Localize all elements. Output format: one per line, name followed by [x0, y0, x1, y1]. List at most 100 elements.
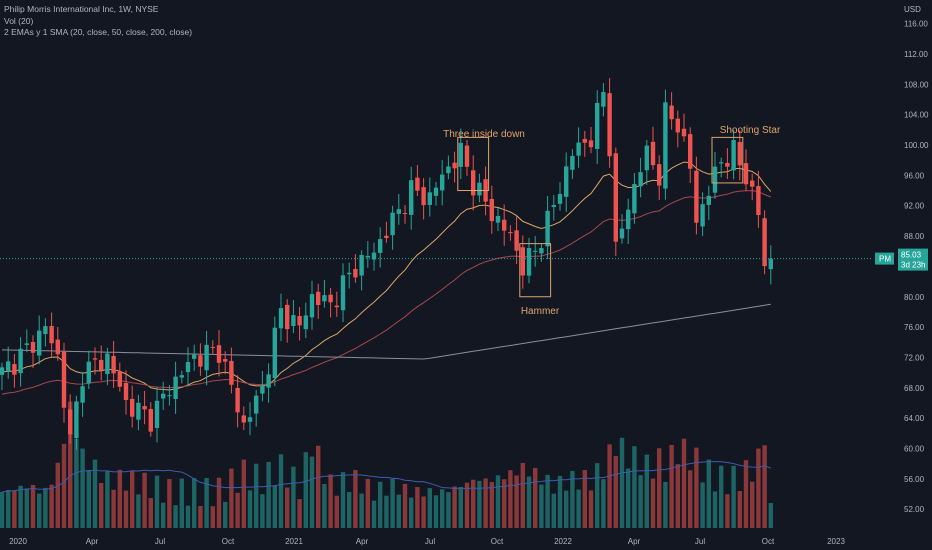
candle-body: [99, 359, 104, 371]
volume-bar: [601, 479, 606, 528]
candle-body: [371, 252, 377, 260]
candle-body: [588, 140, 594, 148]
candle-body: [148, 408, 153, 432]
volume-bar: [644, 454, 649, 528]
volume-bar: [681, 438, 687, 528]
volume-bar: [483, 478, 488, 528]
candle-body: [595, 102, 600, 149]
time-tick: 2021: [285, 537, 303, 546]
price-tick: 116.00: [904, 20, 928, 29]
volume-bar: [371, 500, 377, 528]
candle-body: [421, 187, 426, 206]
candle-body: [712, 166, 718, 193]
candle-body: [427, 192, 432, 205]
volume-bar: [216, 477, 222, 528]
candle-body: [632, 183, 637, 214]
candle-body: [285, 304, 290, 330]
candle-body: [254, 395, 259, 414]
price-tick: 100.00: [904, 141, 929, 150]
ema-50-line: [1, 190, 771, 395]
volume-bar: [123, 490, 129, 528]
volume-bar: [545, 474, 550, 528]
time-tick: Jul: [695, 537, 705, 546]
pattern-box: [457, 136, 490, 192]
volume-bar: [12, 490, 17, 528]
volume-bar: [378, 481, 383, 528]
candle-body: [557, 193, 563, 204]
volume-bar: [6, 489, 11, 528]
volume-bar: [458, 486, 463, 528]
volume-bar: [241, 459, 246, 528]
volume-bar: [464, 482, 470, 528]
candle-body: [123, 382, 129, 400]
candle-body: [24, 343, 29, 345]
volume-bar: [92, 459, 98, 528]
candle-body: [638, 172, 643, 187]
volume-bar: [260, 494, 265, 528]
volume-bar: [409, 497, 414, 528]
volume-bar: [688, 470, 693, 528]
pattern-box: [711, 136, 744, 184]
candle-body: [291, 315, 296, 327]
candle-body: [731, 139, 736, 171]
candle-body: [316, 291, 321, 305]
candle-body: [173, 376, 178, 399]
volume-bar: [390, 478, 395, 528]
candle-body: [650, 141, 656, 166]
candle-body: [452, 162, 457, 169]
time-axis[interactable]: 2020 Apr Jul Oct 2021 Apr Jul Oct 2022 Apr Jul Oct 2…: [9, 537, 845, 546]
candle-body: [756, 186, 761, 215]
candle-body: [92, 358, 98, 360]
candle-body: [719, 162, 724, 164]
volume-bar: [223, 501, 228, 528]
price-tick: 72.00: [904, 353, 925, 362]
volume-bar: [526, 476, 532, 528]
volume-bar: [272, 485, 277, 528]
candle-body: [539, 248, 544, 254]
price-tick: 96.00: [904, 171, 925, 180]
price-tick: 68.00: [904, 384, 925, 393]
volume-bar: [291, 466, 296, 528]
candle-body: [458, 142, 463, 167]
volume-bar: [737, 490, 742, 528]
price-axis[interactable]: USD 52.00 56.00 60.00 64.00 68.00 72.00 76.00 80…: [875, 5, 929, 514]
price-tick: 64.00: [904, 414, 925, 423]
candle-body: [266, 374, 271, 388]
volume-bar: [68, 401, 73, 528]
candle-body: [743, 163, 749, 185]
candle-body: [526, 247, 532, 276]
candle-body: [192, 354, 197, 359]
candle-body: [446, 166, 451, 174]
candle-body: [161, 393, 166, 399]
candle-body: [570, 155, 575, 170]
candle-body: [489, 198, 494, 222]
time-tick: Jul: [155, 537, 165, 546]
volume-bar: [756, 448, 761, 528]
volume-bar: [340, 472, 346, 528]
candle-body: [74, 401, 79, 439]
volume-bar: [632, 446, 637, 528]
time-tick: Jul: [425, 537, 435, 546]
volume-bar: [229, 468, 234, 528]
candle-body: [55, 339, 60, 355]
pattern-box: [519, 243, 552, 298]
volume-bar: [334, 495, 339, 528]
volume-bar: [37, 493, 42, 528]
volume-bar: [254, 463, 259, 528]
volume-bar: [179, 478, 184, 528]
volume-bar: [192, 478, 197, 528]
time-tick: 2020: [9, 537, 27, 546]
indicator-legend: 2 EMAs y 1 SMA (20, close, 50, close, 20…: [4, 27, 193, 37]
volume-bar: [136, 494, 141, 528]
volume-bar: [130, 470, 135, 528]
volume-bar: [588, 490, 594, 528]
candle-body: [6, 361, 11, 371]
candle-body: [390, 212, 395, 236]
candle-body: [464, 145, 470, 167]
candle-body: [706, 195, 711, 205]
volume-bar: [477, 480, 482, 528]
last-price-label: 85.03: [901, 251, 922, 260]
price-tick: 80.00: [904, 293, 925, 302]
volume-bar: [564, 490, 569, 528]
